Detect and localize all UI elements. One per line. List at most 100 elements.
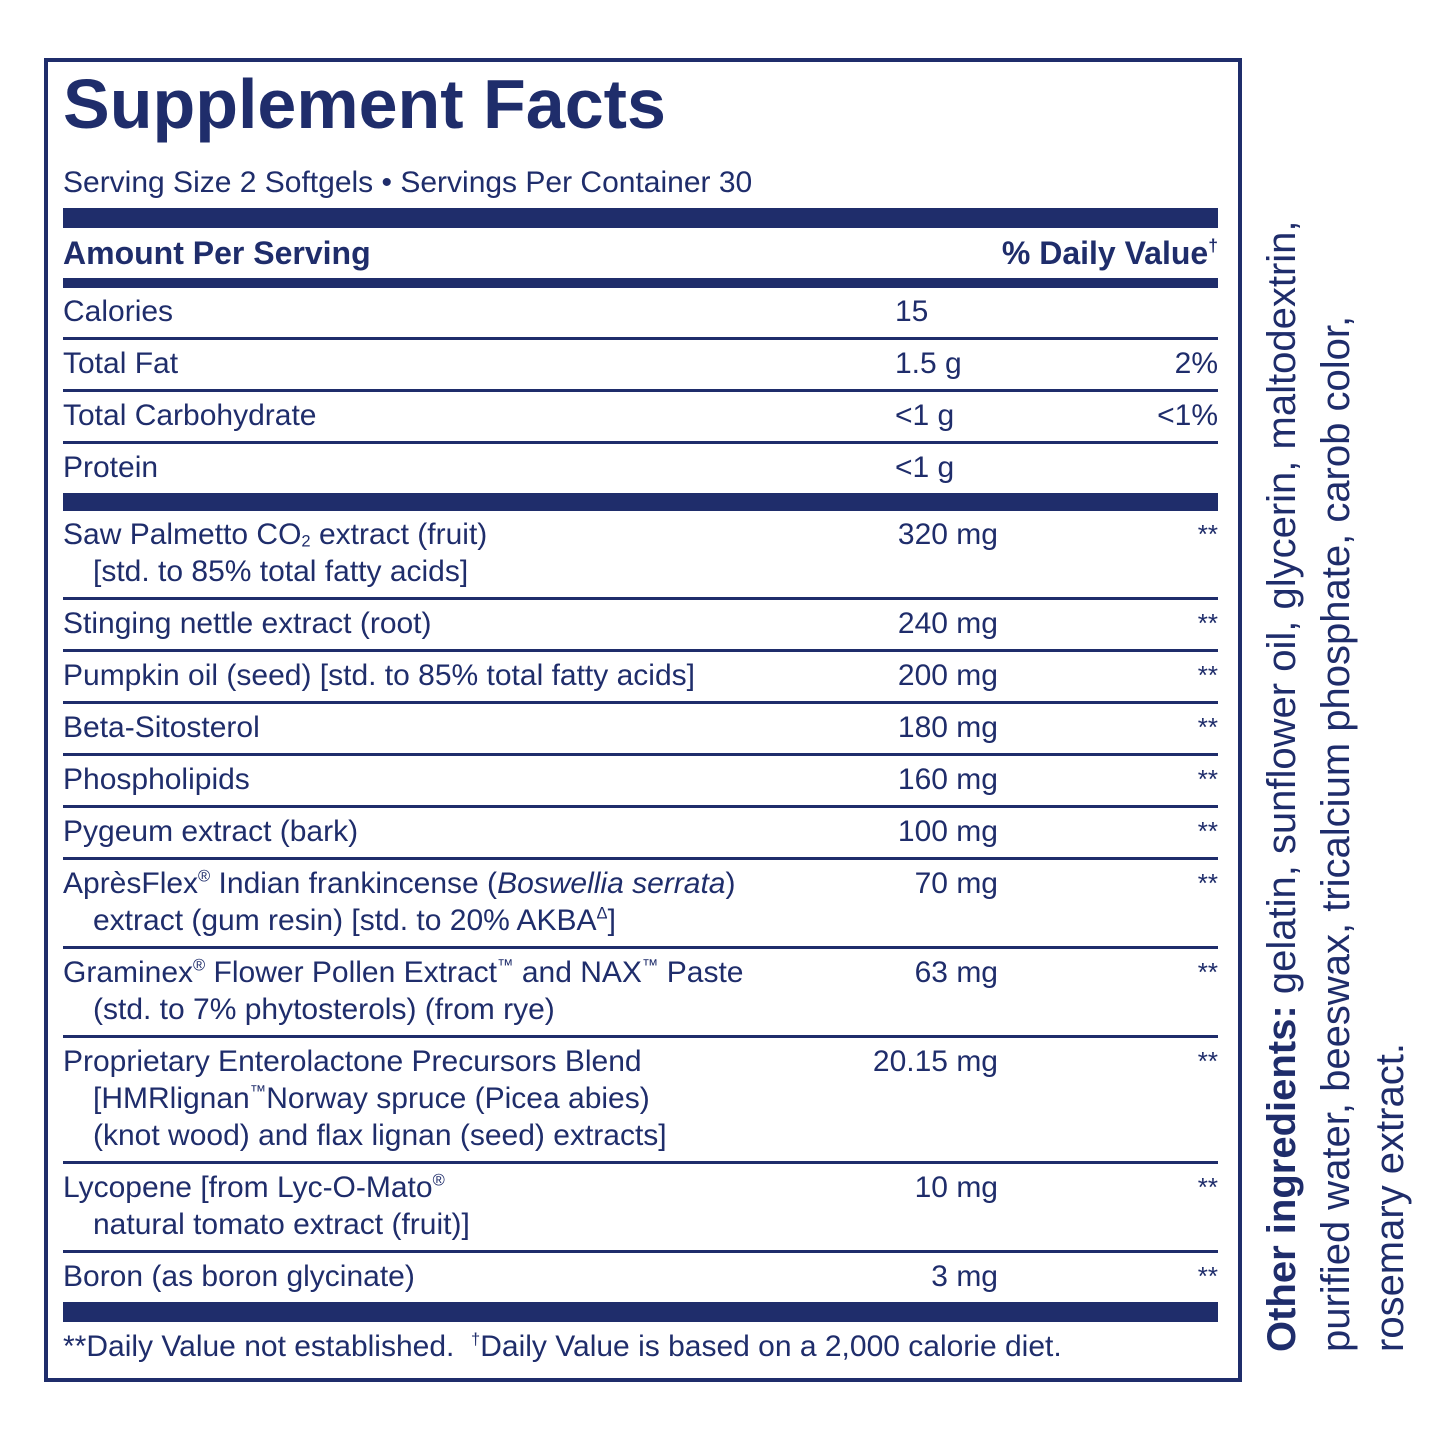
text-segment: (knot wood) and flax lignan (seed) extra… [93,1119,667,1152]
divider-bar [63,1302,1218,1322]
ingredient-name: Lycopene [from Lyc-O-Mato® natural tomato… [63,1169,858,1243]
ingredient-amount: 100 mg [897,815,998,848]
daily-value: ** [998,657,1218,694]
daily-value: ** [998,516,1218,590]
title: Supplement Facts [63,65,666,143]
ingredients-text: rosemary extract. [1368,1043,1412,1352]
daily-value: ** [998,813,1218,850]
footnote-text: **Daily Value not established. [63,1330,455,1363]
nutrient-amount: 1.5 g [895,347,962,380]
ingredient-name: Graminex® Flower Pollen Extract™ and NAX… [63,954,858,1028]
dagger: † [1208,235,1218,256]
ingredient-amount: 20.15 mg [872,1045,998,1078]
ingredient-row: AprèsFlex® Indian frankincense (Boswelli… [63,860,1218,949]
text-segment: extract (fruit) [310,518,488,551]
text-segment: Proprietary Enterolactone Precursors Ble… [63,1045,642,1078]
nutrient-amount: 15 [895,295,929,328]
text-segment: Pumpkin oil (seed) [std. to 85% total fa… [63,659,695,692]
serving-info: Serving Size 2 Softgels • Servings Per C… [63,166,753,199]
daily-value: 2% [1174,347,1218,380]
ingredient-name: Stinging nettle extract (root) [63,605,858,642]
ingredient-name: Pumpkin oil (seed) [std. to 85% total fa… [63,657,858,694]
name-line: Graminex® Flower Pollen Extract™ and NAX… [63,954,858,991]
text-segment: natural tomato extract (fruit)] [93,1208,470,1241]
text-segment: [HMRlignan [93,1082,250,1115]
ingredients-text: gelatin, sunflower oil, glycerin, maltod… [1260,220,1304,995]
text-segment: ) [725,867,736,900]
daily-value-mark: ** [1197,660,1218,690]
text-segment: ™ [641,956,659,975]
other-ingredients: Other ingredients: gelatin, sunflower oi… [1255,122,1417,1352]
ingredient-row: Stinging nettle extract (root) 240 mg ** [63,600,1218,652]
ingredient-row: Phospholipids 160 mg ** [63,756,1218,808]
daily-value-mark: ** [1197,868,1218,898]
ingredient-row: Pumpkin oil (seed) [std. to 85% total fa… [63,652,1218,704]
text-segment: (std. to 7% phytosterols) (from rye) [93,993,555,1026]
footnote: **Daily Value not established. †Daily Va… [63,1322,1218,1372]
facts-panel: Supplement Facts Serving Size 2 Softgels… [44,58,1242,1382]
name-line: Lycopene [from Lyc-O-Mato® [63,1169,858,1206]
amount-header: Amount Per Serving [63,235,371,271]
divider-bar [63,278,1218,288]
ingredients-line: rosemary extract. [1363,122,1417,1352]
text-segment: [std. to 85% total fatty acids] [93,555,469,588]
ingredient-row: Graminex® Flower Pollen Extract™ and NAX… [63,949,1218,1038]
daily-value: ** [998,1258,1218,1295]
text-segment: ] [607,904,616,937]
nutrient-name: Total Fat [63,347,179,380]
nutrient-row: Total Fat 1.5 g 2% [63,340,1218,392]
footnote-text: Daily Value is based on a 2,000 calorie … [480,1330,1062,1363]
daily-value-mark: ** [1197,957,1218,987]
name-line: Beta-Sitosterol [63,709,858,746]
empty-cell [998,449,1218,486]
name-line: AprèsFlex® Indian frankincense (Boswelli… [63,865,858,902]
text-segment: Saw Palmetto CO [63,518,302,551]
nutrient-name: Total Carbohydrate [63,399,317,432]
ingredient-amount: 10 mg [914,1171,998,1204]
nutrient-amount: <1 g [895,399,955,432]
ingredient-name: Beta-Sitosterol [63,709,858,746]
daily-value: ** [998,605,1218,642]
daily-value-mark: ** [1197,1046,1218,1076]
divider-bar [63,208,1218,228]
text-segment: ™ [249,1082,267,1101]
ingredient-row: Boron (as boron glycinate) 3 mg ** [63,1253,1218,1302]
text-segment: Stinging nettle extract (root) [63,607,432,640]
ingredients-label: Other ingredients: [1260,1005,1304,1352]
text-segment: Phospholipids [63,763,250,796]
nutrient-name: Protein [63,451,159,484]
text-segment: Paste [658,956,744,989]
ingredient-amount: 160 mg [897,763,998,796]
text-segment: Norway spruce (Picea abies) [266,1082,650,1115]
ingredient-row: Pygeum extract (bark) 100 mg ** [63,808,1218,860]
ingredient-row: Saw Palmetto CO2 extract (fruit) [std. to… [63,511,1218,600]
name-line: Stinging nettle extract (root) [63,605,858,642]
ingredients-line: purified water, beeswax, tricalcium phos… [1309,122,1363,1352]
ingredient-amount: 180 mg [897,711,998,744]
text-segment: AprèsFlex [63,867,199,900]
text-segment: and NAX [513,956,642,989]
text-segment: ™ [497,956,514,975]
daily-value-mark: ** [1197,1261,1218,1291]
text-segment: extract (gum resin) [std. to 20% AKBA [93,904,597,937]
daily-value: ** [998,1169,1218,1243]
text-segment: Flower Pollen Extract [205,956,497,989]
ingredient-amount: 70 mg [914,867,998,900]
text-segment: Boswellia serrata [497,867,726,900]
daily-value-label: % Daily Value [1001,235,1209,271]
empty-cell [998,293,1218,330]
ingredient-amount: 3 mg [931,1260,998,1293]
ingredient-amount: 63 mg [914,956,998,989]
name-line: (knot wood) and flax lignan (seed) extra… [63,1117,858,1154]
text-segment: ® [432,1171,445,1190]
daily-value: ** [998,761,1218,798]
ingredient-name: Boron (as boron glycinate) [63,1258,858,1295]
ingredient-name: Saw Palmetto CO2 extract (fruit) [std. to… [63,516,858,590]
nutrient-row: Calories 15 [63,288,1218,340]
ingredient-row: Proprietary Enterolactone Precursors Ble… [63,1038,1218,1164]
ingredient-amount: 200 mg [897,659,998,692]
ingredient-row: Lycopene [from Lyc-O-Mato® natural tomato… [63,1164,1218,1253]
ingredient-row: Beta-Sitosterol 180 mg ** [63,704,1218,756]
daily-value: <1% [1157,399,1218,432]
